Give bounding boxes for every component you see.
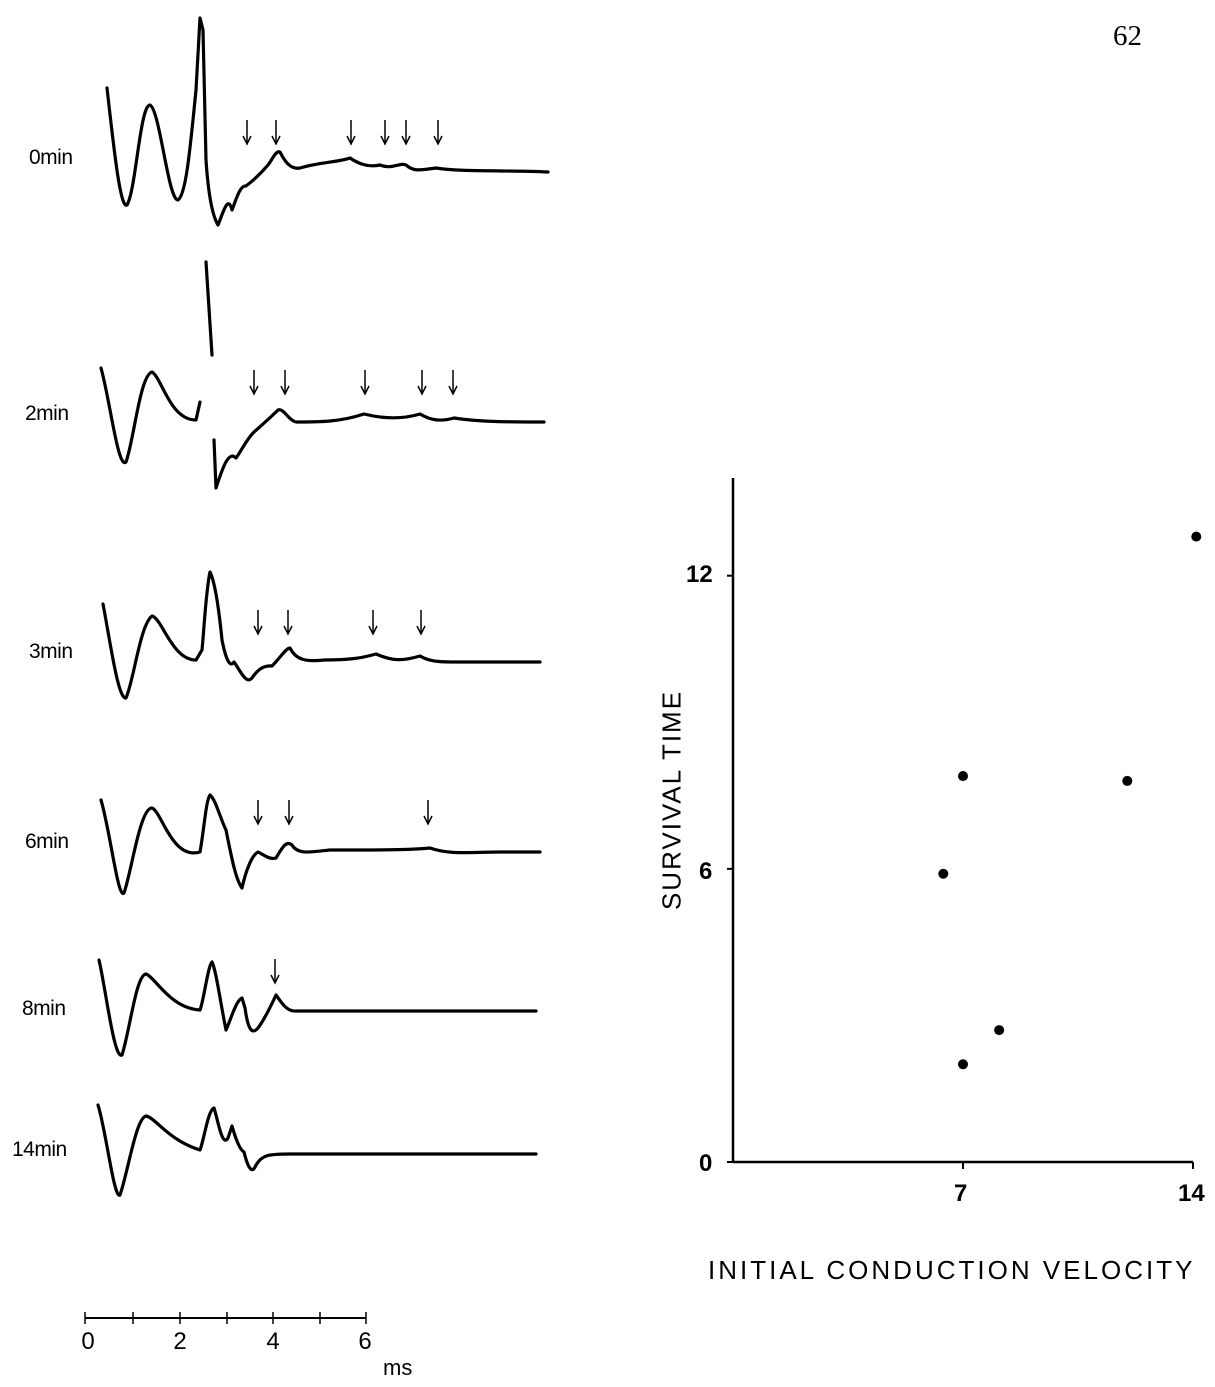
arrow-marker (360, 370, 370, 396)
arrow-marker (433, 120, 443, 146)
y-tick-label: 6 (699, 858, 713, 885)
x-axis-title: INITIAL CONDUCTION VELOCITY (708, 1255, 1196, 1285)
arrow-marker (380, 120, 390, 146)
y-axis-title: SURVIVAL TIME (656, 689, 687, 911)
arrow-marker (346, 120, 356, 146)
data-point (958, 771, 968, 782)
arrow-head (283, 625, 293, 636)
scale-tick-label: 6 (358, 1328, 372, 1355)
arrow-head (253, 625, 263, 636)
arrow-head (249, 385, 259, 396)
waveform-line (99, 793, 542, 895)
scale-tick-label: 2 (173, 1328, 187, 1355)
arrow-marker (280, 370, 290, 396)
x-tick-label: 14 (1178, 1180, 1205, 1207)
arrow-head (368, 625, 378, 636)
arrow-head (280, 385, 290, 396)
arrow-head (448, 385, 458, 396)
arrow-head (380, 135, 390, 146)
arrow-marker (271, 120, 281, 146)
page-number: 62 (1113, 20, 1142, 52)
scale-tick-label: 0 (81, 1328, 95, 1355)
data-point (1122, 775, 1133, 786)
arrow-marker (423, 800, 433, 826)
scale-tick-label: 4 (266, 1328, 280, 1355)
arrow-marker (242, 120, 252, 146)
trace-6min (99, 793, 542, 895)
scale-unit-label: ms (383, 1355, 413, 1380)
trace-8min (97, 958, 538, 1057)
arrow-head (242, 135, 252, 146)
data-point (958, 1059, 968, 1070)
trace-label-0min: 0min (29, 146, 73, 169)
trace-label-2min: 2min (25, 402, 69, 425)
y-tick-label: 12 (686, 561, 713, 588)
arrow-marker (284, 800, 294, 826)
trace-2min (99, 260, 546, 490)
arrow-head (433, 135, 443, 146)
data-point (994, 1025, 1005, 1036)
arrow-marker (401, 120, 411, 146)
trace-label-8min: 8min (22, 997, 66, 1020)
y-tick-label: 0 (699, 1150, 713, 1177)
data-point (938, 868, 949, 879)
arrow-marker (416, 610, 426, 636)
arrow-head (284, 815, 294, 826)
arrow-marker (417, 370, 427, 396)
x-tick-label: 7 (954, 1180, 968, 1207)
arrow-marker (283, 610, 293, 636)
trace-label-14min: 14min (12, 1138, 67, 1161)
waveform-line (105, 16, 550, 227)
arrow-marker (253, 610, 263, 636)
arrow-head (360, 385, 370, 396)
waveform-line (97, 958, 538, 1057)
trace-14min (96, 1103, 538, 1197)
arrow-marker (368, 610, 378, 636)
arrow-head (253, 815, 263, 826)
arrow-head (271, 135, 281, 146)
arrow-head (423, 815, 433, 826)
arrow-head (416, 625, 426, 636)
trace-label-6min: 6min (25, 830, 69, 853)
trace-label-3min: 3min (29, 640, 73, 663)
arrow-marker (249, 370, 259, 396)
arrow-marker (270, 959, 280, 985)
trace-3min (101, 570, 542, 700)
arrow-head (401, 135, 411, 146)
waveform-line (99, 260, 546, 490)
waveform-line (96, 1103, 538, 1197)
arrow-head (270, 974, 280, 985)
trace-0min (105, 16, 550, 227)
arrow-marker (448, 370, 458, 396)
arrow-head (346, 135, 356, 146)
arrow-marker (253, 800, 263, 826)
arrow-head (417, 385, 427, 396)
waveform-line (101, 570, 542, 700)
data-point (1191, 531, 1202, 542)
time-scale-bar (84, 1312, 367, 1324)
